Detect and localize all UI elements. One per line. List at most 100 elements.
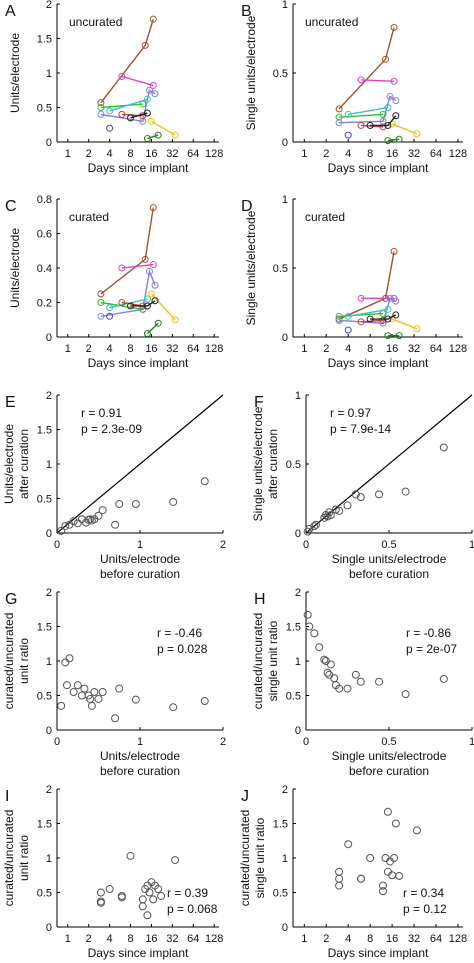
panel-annotation: uncurated — [69, 15, 122, 29]
x-tick-label: 32 — [166, 148, 178, 160]
x-tick-label: 8 — [367, 148, 373, 160]
data-point — [413, 130, 421, 138]
data-point — [143, 302, 151, 310]
data-point — [315, 643, 324, 652]
x-tick-label: 1 — [137, 539, 143, 551]
x-axis-label: Units/electrode before curation — [100, 552, 180, 581]
x-tick-label: 2 — [220, 736, 226, 748]
data-point — [392, 112, 400, 120]
y-tick-label: 0.5 — [37, 103, 52, 115]
x-tick-label: 32 — [166, 933, 178, 945]
data-point — [94, 511, 103, 520]
data-point — [344, 840, 353, 849]
data-point — [98, 688, 107, 697]
x-tick-label: 4 — [345, 933, 351, 945]
y-tick-label: 1 — [282, 0, 288, 11]
y-tick-label: 0.2 — [37, 298, 52, 310]
series-line — [348, 106, 389, 116]
data-point — [87, 701, 96, 710]
series-line — [361, 79, 395, 82]
data-point — [111, 714, 120, 723]
data-point — [117, 893, 126, 902]
data-point — [200, 697, 209, 706]
y-tick-label: 1.5 — [37, 425, 52, 437]
series-line — [147, 134, 159, 140]
y-tick-label: 0 — [46, 922, 52, 934]
y-tick-label: 2 — [46, 390, 52, 402]
x-axis-label: Days since implant — [88, 946, 189, 960]
data-point — [97, 99, 105, 107]
data-point — [379, 316, 387, 324]
y-tick-label: 0 — [295, 725, 301, 737]
y-tick-label: 0.5 — [37, 494, 52, 506]
series-line — [338, 251, 395, 320]
data-point — [391, 819, 400, 828]
data-point — [357, 76, 365, 84]
data-point — [97, 104, 105, 111]
panel-b: 1 2 4 8 16 32 64 128 0 0.5 1 B Days since implant Sin… — [241, 0, 467, 175]
x-tick-label: 2 — [86, 933, 92, 945]
data-point — [343, 684, 352, 693]
x-tick-label: 128 — [449, 933, 467, 945]
x-tick-label: 16 — [386, 343, 398, 355]
data-point — [379, 123, 387, 131]
data-point — [65, 654, 74, 663]
data-point — [143, 295, 151, 303]
data-point — [131, 695, 140, 704]
data-point — [330, 674, 339, 683]
data-point — [146, 86, 154, 94]
x-tick-label: 4 — [107, 148, 113, 160]
data-point — [357, 318, 365, 326]
data-point — [169, 497, 178, 506]
y-axis-label: curated/uncuratedsingle unit ratio — [251, 613, 280, 710]
data-point — [321, 657, 330, 665]
data-point — [118, 299, 126, 306]
x-tick-label: 64 — [430, 933, 442, 945]
x-tick-label: 1 — [469, 736, 474, 748]
data-point — [382, 55, 390, 63]
data-point — [143, 95, 151, 103]
series-line — [109, 98, 148, 112]
panel-letter: D — [241, 198, 253, 215]
x-tick-label: 128 — [205, 343, 223, 355]
panel-c: 1 2 4 8 16 32 64 128 0 0.2 0.4 0.6 0.8 C Days since im… — [5, 194, 223, 370]
x-axis-label: Days since implant — [328, 946, 429, 960]
data-point — [384, 137, 392, 145]
x-tick-label: 0 — [303, 736, 309, 748]
data-point — [413, 325, 421, 333]
data-point — [325, 670, 334, 679]
x-tick-label: 2 — [86, 148, 92, 160]
panel-d: 1 2 4 8 16 32 64 128 0 0.5 1 D Days since implant Sin… — [241, 194, 467, 370]
data-point — [335, 312, 343, 320]
panel-letter: B — [241, 3, 252, 20]
data-point — [335, 874, 344, 883]
data-point — [149, 895, 158, 904]
data-point — [147, 290, 155, 298]
data-point — [401, 487, 410, 496]
series-line — [370, 115, 397, 127]
x-tick-label: 0 — [303, 539, 309, 551]
x-tick-label: 8 — [127, 933, 133, 945]
x-tick-label: 16 — [386, 148, 398, 160]
data-point — [343, 501, 352, 510]
x-tick-label: 8 — [127, 148, 133, 160]
y-axis-label: Single units/electrode — [244, 210, 258, 325]
data-point — [149, 15, 157, 23]
panel-letter: A — [5, 3, 16, 20]
data-point — [439, 674, 448, 683]
data-point — [310, 522, 319, 531]
panel-letter: E — [5, 394, 16, 411]
panel-annotation: curated — [305, 210, 345, 224]
data-point — [157, 891, 166, 900]
x-tick-label: 128 — [449, 343, 467, 355]
y-tick-label: 0.5 — [37, 888, 52, 900]
panel-letter: J — [241, 788, 249, 805]
data-point — [138, 902, 147, 911]
data-point — [384, 104, 392, 111]
data-point — [154, 885, 163, 894]
data-point — [151, 297, 159, 305]
data-point — [386, 294, 394, 302]
data-point — [392, 311, 400, 319]
x-tick-label: 128 — [205, 933, 223, 945]
data-point — [118, 110, 126, 118]
